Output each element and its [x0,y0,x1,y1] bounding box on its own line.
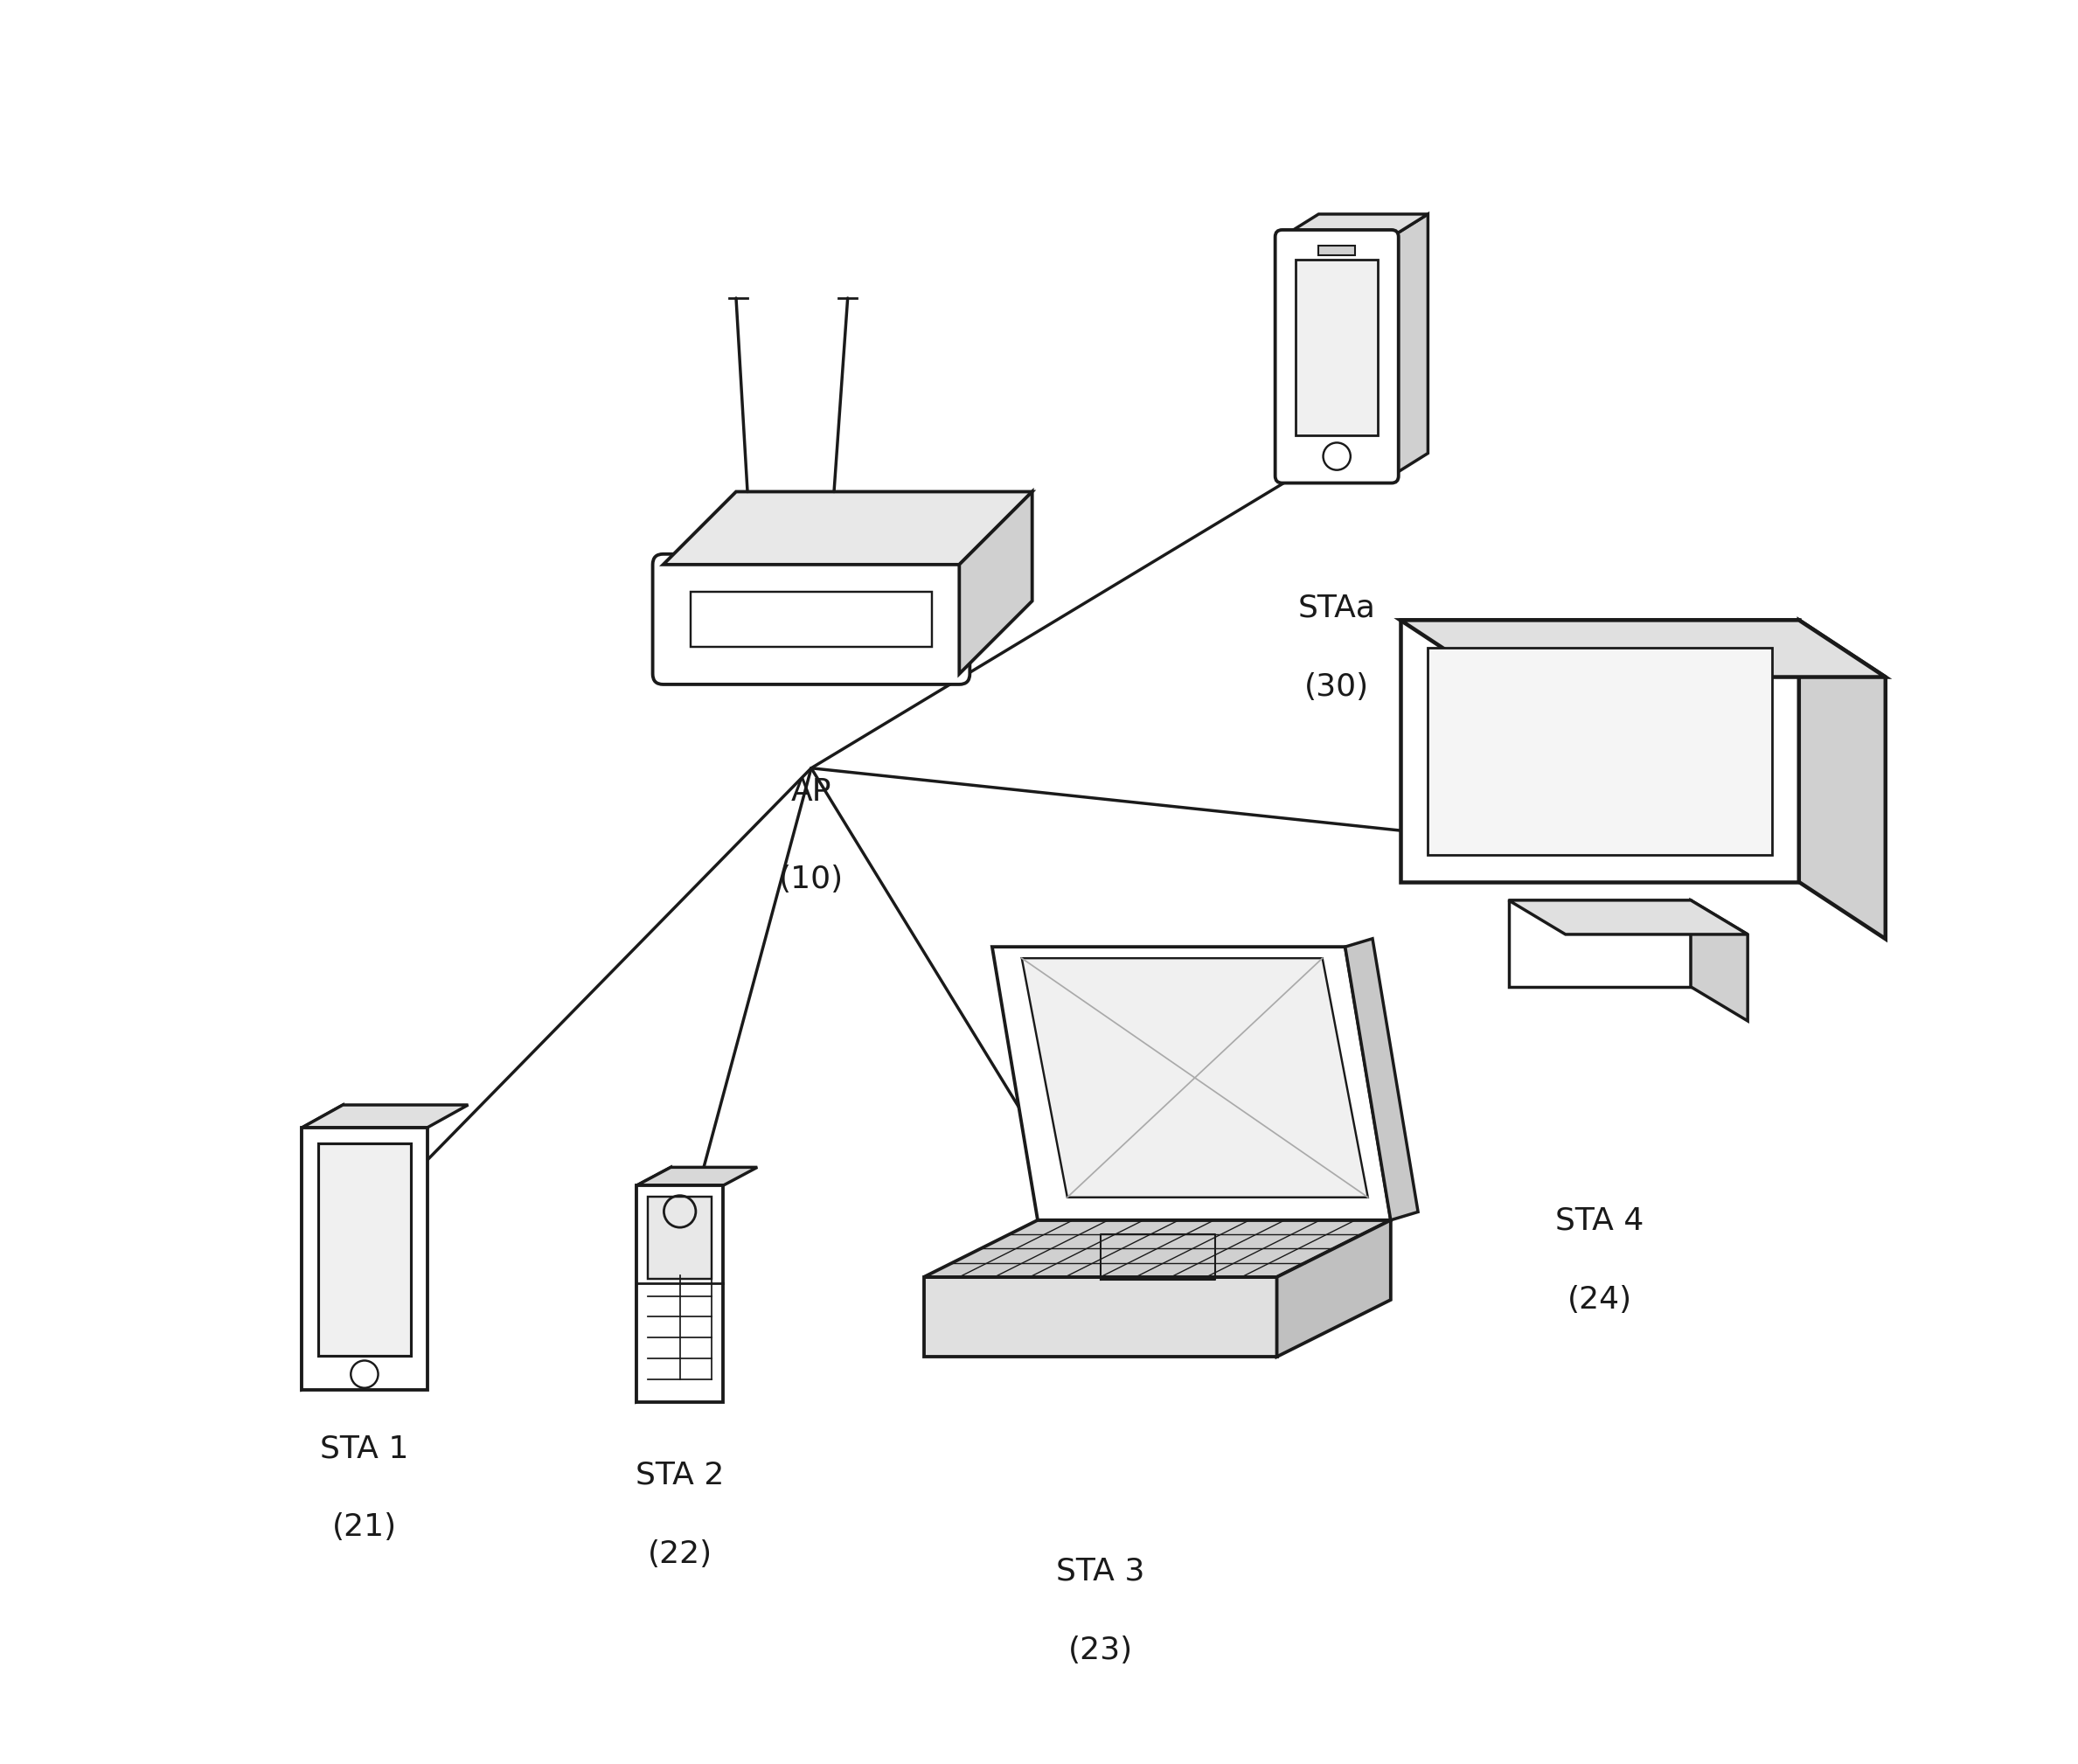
Text: (24): (24) [1567,1284,1631,1314]
Polygon shape [1392,213,1428,476]
Polygon shape [636,1168,756,1185]
Polygon shape [1282,213,1428,236]
Circle shape [1976,789,1989,803]
FancyBboxPatch shape [652,554,970,684]
Polygon shape [1509,900,1748,935]
Polygon shape [1401,621,1885,677]
Text: STA 2: STA 2 [636,1461,723,1491]
Bar [1428,647,1773,856]
Polygon shape [1800,621,1885,938]
Bar [1320,245,1355,256]
Text: AP: AP [792,776,831,806]
Bar [648,1196,713,1279]
Polygon shape [925,1221,1390,1277]
Text: STA 3: STA 3 [1056,1556,1145,1586]
Circle shape [1955,817,1968,831]
Polygon shape [636,1185,723,1402]
Polygon shape [1022,958,1367,1198]
Text: STAa: STAa [1299,593,1376,623]
Polygon shape [1509,900,1691,986]
Polygon shape [1276,1221,1390,1357]
Circle shape [1955,845,1968,859]
Polygon shape [991,947,1390,1221]
Text: STA 1: STA 1 [320,1434,409,1464]
Circle shape [1976,732,1989,746]
Polygon shape [301,1127,428,1390]
Polygon shape [636,1168,671,1402]
Text: (22): (22) [648,1538,713,1568]
Circle shape [1955,760,1968,774]
Circle shape [1955,732,1968,746]
Polygon shape [301,1104,343,1390]
Polygon shape [1344,938,1417,1221]
Text: (10): (10) [779,864,844,894]
Polygon shape [1401,621,1800,882]
Bar [690,593,931,647]
Circle shape [1955,789,1968,803]
Circle shape [1976,845,1989,859]
Bar [1297,259,1378,436]
Text: (21): (21) [332,1514,397,1542]
Polygon shape [925,1277,1276,1357]
Text: (23): (23) [1068,1635,1133,1665]
Polygon shape [960,492,1033,674]
Polygon shape [663,492,1033,564]
FancyBboxPatch shape [1941,702,2003,877]
Circle shape [1976,760,1989,774]
Text: STA 4: STA 4 [1554,1207,1644,1237]
Text: (30): (30) [1305,672,1369,702]
Polygon shape [1691,900,1748,1021]
Circle shape [1976,817,1989,831]
Polygon shape [301,1104,468,1127]
FancyBboxPatch shape [1276,229,1398,483]
Bar [318,1143,411,1355]
